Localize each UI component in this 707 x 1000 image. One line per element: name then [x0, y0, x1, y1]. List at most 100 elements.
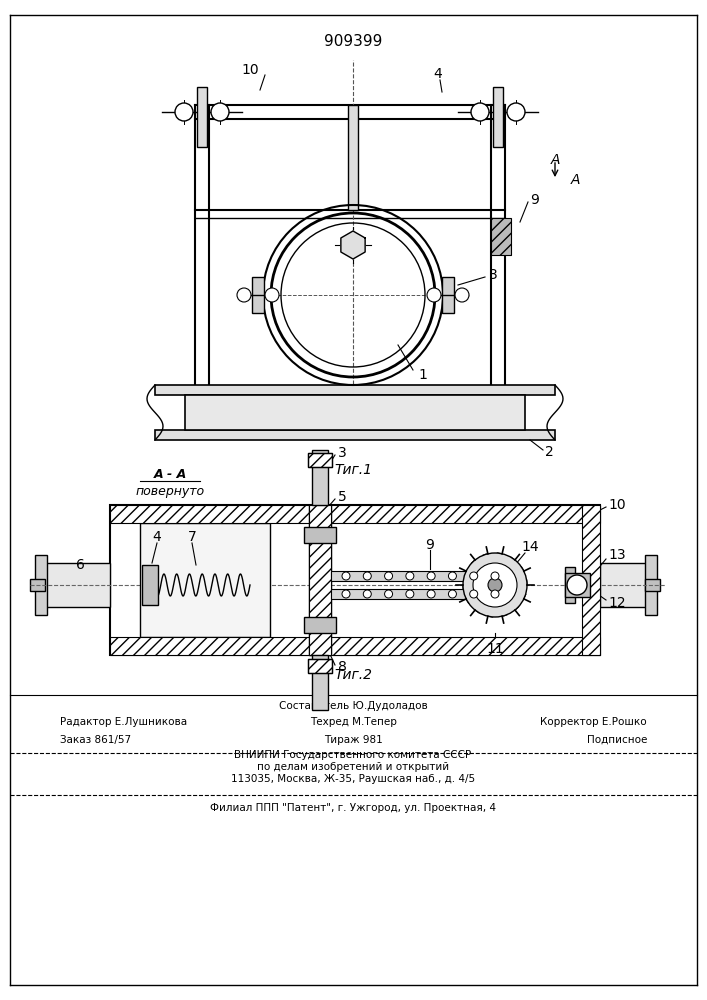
- Circle shape: [471, 103, 489, 121]
- Bar: [308, 659, 332, 673]
- Bar: [197, 87, 207, 147]
- Circle shape: [427, 572, 435, 580]
- Text: 9: 9: [426, 538, 434, 552]
- Bar: [565, 573, 590, 597]
- Bar: [493, 87, 503, 147]
- Circle shape: [473, 563, 517, 607]
- Circle shape: [448, 590, 457, 598]
- Bar: [565, 567, 575, 603]
- Circle shape: [448, 572, 457, 580]
- Bar: [348, 105, 358, 210]
- Circle shape: [469, 572, 478, 580]
- Text: Корректор Е.Рошко: Корректор Е.Рошко: [540, 717, 647, 727]
- Bar: [45, 563, 110, 607]
- Bar: [304, 617, 336, 633]
- Text: Подписное: Подписное: [587, 735, 647, 745]
- Bar: [35, 555, 47, 615]
- Circle shape: [463, 553, 527, 617]
- Bar: [600, 563, 650, 607]
- Text: Филиал ППП "Патент", г. Ужгород, ул. Проектная, 4: Филиал ППП "Патент", г. Ужгород, ул. Про…: [210, 803, 496, 813]
- Circle shape: [469, 590, 478, 598]
- Text: 5: 5: [338, 490, 346, 504]
- Circle shape: [406, 590, 414, 598]
- Bar: [645, 555, 657, 615]
- Bar: [645, 579, 660, 591]
- Circle shape: [491, 572, 499, 580]
- Circle shape: [175, 103, 193, 121]
- Text: 10: 10: [241, 63, 259, 77]
- Bar: [142, 565, 158, 605]
- Text: 4: 4: [433, 67, 443, 81]
- Polygon shape: [341, 231, 365, 259]
- Text: 8: 8: [338, 660, 347, 674]
- Bar: [309, 505, 331, 655]
- Text: Техред М.Тепер: Техред М.Тепер: [310, 717, 397, 727]
- Text: 9: 9: [530, 193, 539, 207]
- Text: 2: 2: [545, 445, 554, 459]
- Text: 6: 6: [76, 558, 84, 572]
- Text: Радактор Е.Лушникова: Радактор Е.Лушникова: [60, 717, 187, 727]
- Circle shape: [427, 590, 435, 598]
- Circle shape: [265, 288, 279, 302]
- Circle shape: [507, 103, 525, 121]
- Text: 3: 3: [489, 268, 498, 282]
- Circle shape: [427, 288, 441, 302]
- Bar: [140, 523, 270, 637]
- Bar: [491, 218, 511, 255]
- Circle shape: [342, 572, 350, 580]
- Circle shape: [406, 572, 414, 580]
- Circle shape: [455, 288, 469, 302]
- Text: 3: 3: [338, 446, 346, 460]
- Bar: [110, 637, 600, 655]
- Text: по делам изобретений и открытий: по делам изобретений и открытий: [257, 762, 449, 772]
- Bar: [185, 395, 525, 430]
- Circle shape: [237, 288, 251, 302]
- Text: A: A: [571, 173, 580, 187]
- Text: 14: 14: [521, 540, 539, 554]
- Bar: [582, 505, 600, 655]
- Bar: [155, 430, 555, 440]
- Text: 11: 11: [486, 642, 504, 656]
- Bar: [308, 453, 332, 467]
- Bar: [304, 527, 336, 543]
- Bar: [309, 505, 331, 655]
- Text: A: A: [550, 153, 560, 167]
- Text: Заказ 861/57: Заказ 861/57: [60, 735, 131, 745]
- Text: 4: 4: [153, 530, 161, 544]
- Bar: [331, 571, 520, 581]
- Text: 909399: 909399: [324, 34, 382, 49]
- Circle shape: [491, 590, 499, 598]
- Text: 1: 1: [419, 368, 428, 382]
- Text: 12: 12: [608, 596, 626, 610]
- Bar: [110, 505, 600, 523]
- Circle shape: [488, 578, 502, 592]
- Text: Составитель Ю.Дудоладов: Составитель Ю.Дудоладов: [279, 701, 427, 711]
- Bar: [155, 385, 555, 395]
- Bar: [312, 450, 328, 505]
- Text: повернуто: повернуто: [136, 485, 204, 497]
- Text: Τиг.1: Τиг.1: [334, 463, 372, 477]
- Bar: [252, 277, 264, 313]
- Circle shape: [211, 103, 229, 121]
- Bar: [308, 659, 332, 673]
- Text: 13: 13: [608, 548, 626, 562]
- Bar: [331, 589, 520, 599]
- Text: 10: 10: [608, 498, 626, 512]
- Text: ВНИИПИ Государственного комитета СССР: ВНИИПИ Государственного комитета СССР: [235, 750, 472, 760]
- Bar: [308, 453, 332, 467]
- Circle shape: [567, 575, 587, 595]
- Bar: [442, 277, 454, 313]
- Text: Тираж 981: Тираж 981: [324, 735, 382, 745]
- Circle shape: [385, 572, 392, 580]
- Circle shape: [342, 590, 350, 598]
- Text: 113035, Москва, Ж-35, Раушская наб., д. 4/5: 113035, Москва, Ж-35, Раушская наб., д. …: [231, 774, 475, 784]
- Bar: [30, 579, 45, 591]
- Circle shape: [385, 590, 392, 598]
- Bar: [312, 655, 328, 710]
- Text: Τиг.2: Τиг.2: [334, 668, 372, 682]
- Circle shape: [363, 572, 371, 580]
- Text: A - A: A - A: [153, 468, 187, 482]
- Circle shape: [363, 590, 371, 598]
- Bar: [110, 505, 600, 655]
- Text: 7: 7: [187, 530, 197, 544]
